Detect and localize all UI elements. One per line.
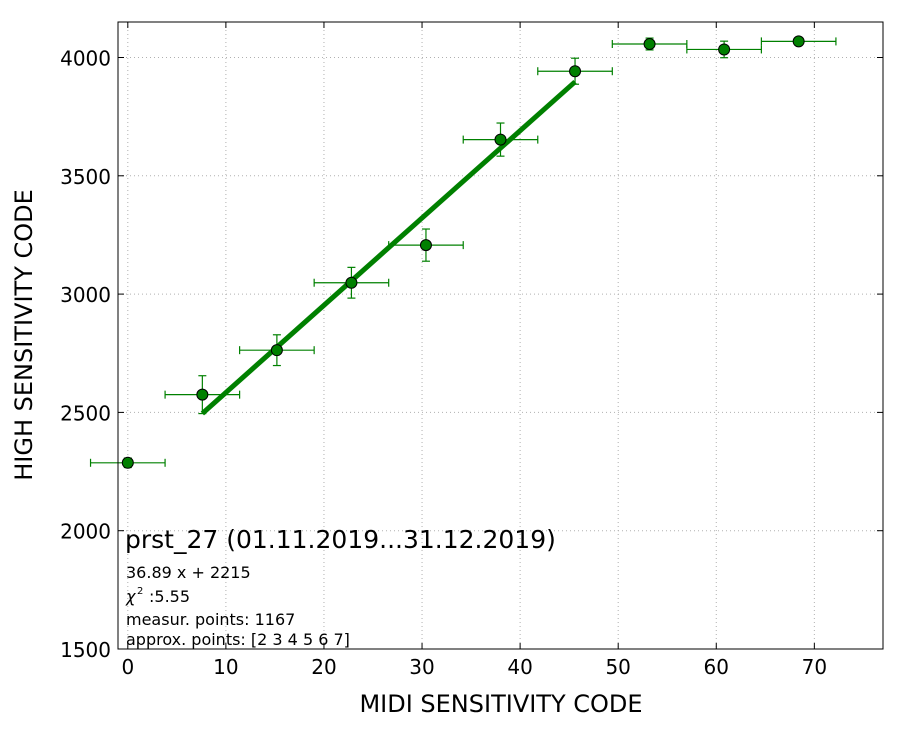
data-point <box>686 40 762 59</box>
point-marker <box>643 38 656 51</box>
svg-text:2: 2 <box>137 586 143 597</box>
y-tick-label: 4000 <box>60 46 111 70</box>
x-tick-label: 50 <box>605 655 630 679</box>
data-point <box>239 334 315 367</box>
y-tick-label: 2000 <box>60 520 111 544</box>
data-point <box>388 228 464 262</box>
x-tick-label: 60 <box>704 655 729 679</box>
y-axis-label: HIGH SENSITIVITY CODE <box>10 189 38 481</box>
y-tick-label: 3500 <box>60 165 111 189</box>
annotation-approx-points: approx. points: [2 3 4 5 6 7] <box>126 630 350 649</box>
x-tick-label: 0 <box>121 655 134 679</box>
x-tick-label: 10 <box>213 655 238 679</box>
point-marker <box>792 35 805 48</box>
point-marker <box>419 239 432 252</box>
data-point <box>537 57 613 85</box>
data-point <box>164 375 241 415</box>
annotation-equation: 36.89 x + 2215 <box>126 563 251 582</box>
point-marker <box>569 65 582 78</box>
point-marker <box>121 456 134 469</box>
grid <box>118 22 883 650</box>
plot-frame <box>117 21 884 650</box>
x-tick-label: 40 <box>507 655 532 679</box>
annotation-title: prst_27 (01.11.2019...31.12.2019) <box>125 525 556 554</box>
annotation-chi2: χ 2 :5.55 <box>125 586 190 606</box>
data-point <box>89 456 166 469</box>
x-tick-label: 20 <box>311 655 336 679</box>
y-tick-label: 2500 <box>60 401 111 425</box>
x-tick-label: 70 <box>802 655 827 679</box>
point-marker <box>270 344 283 357</box>
y-tick-label: 3000 <box>60 283 111 307</box>
point-marker <box>345 276 358 289</box>
data-point <box>760 35 837 48</box>
point-marker <box>718 43 731 56</box>
annotation-chi2-value: :5.55 <box>149 587 190 606</box>
point-marker <box>494 133 507 146</box>
svg-text:χ: χ <box>125 587 136 606</box>
point-marker <box>196 388 209 401</box>
data-point <box>611 37 688 51</box>
x-tick-label: 30 <box>409 655 434 679</box>
data-point <box>462 122 539 157</box>
x-axis-label: MIDI SENSITIVITY CODE <box>359 690 642 718</box>
y-tick-label: 1500 <box>60 638 111 662</box>
annotation-measur-points: measur. points: 1167 <box>126 610 295 629</box>
ticks: 0 10 20 30 40 50 60 70 1500 2000 2500 3000 3500 4000 <box>60 22 883 679</box>
data-point <box>313 266 390 299</box>
data-points <box>89 35 837 469</box>
